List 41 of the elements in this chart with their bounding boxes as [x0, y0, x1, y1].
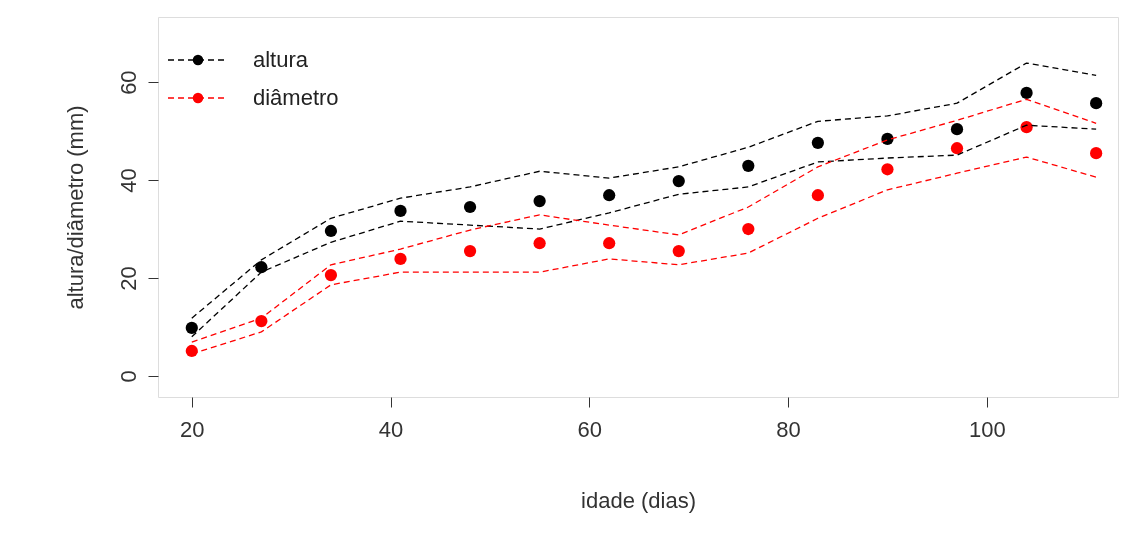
x-tick-label: 80	[776, 416, 801, 442]
point	[950, 123, 964, 136]
point	[742, 222, 755, 236]
legend-label: altura	[253, 47, 309, 72]
point	[394, 252, 407, 266]
point	[742, 159, 755, 172]
point	[324, 224, 338, 238]
point	[185, 321, 198, 335]
x-tick-label: 40	[378, 416, 404, 442]
y-axis-title: altura/diâmetro (mm)	[62, 105, 88, 310]
x-axis-title: idade (dias)	[581, 487, 696, 513]
point	[533, 237, 546, 250]
legend-label: diâmetro	[253, 85, 339, 110]
point	[881, 132, 894, 146]
x-tick-label: 20	[180, 416, 205, 442]
point	[255, 314, 268, 328]
point	[533, 195, 546, 208]
x-tick-label: 60	[577, 416, 603, 442]
point	[463, 244, 477, 258]
point	[463, 200, 477, 214]
point	[324, 268, 338, 282]
point	[950, 142, 964, 155]
point	[1020, 121, 1033, 134]
y-tick-label: 20	[115, 266, 141, 291]
point	[881, 163, 894, 176]
point	[811, 189, 824, 202]
point	[672, 174, 685, 188]
y-tick-label: 60	[115, 70, 141, 95]
point	[603, 237, 616, 250]
point	[1090, 147, 1103, 160]
x-tick-label: 100	[968, 416, 1006, 442]
point	[1020, 86, 1033, 100]
point	[185, 344, 198, 358]
point	[672, 244, 685, 258]
point	[603, 189, 616, 202]
y-tick-label: 40	[115, 168, 141, 193]
point	[255, 261, 268, 274]
y-tick-label: 0	[115, 370, 141, 383]
point	[394, 204, 407, 218]
point	[1090, 97, 1103, 110]
point	[811, 136, 824, 149]
